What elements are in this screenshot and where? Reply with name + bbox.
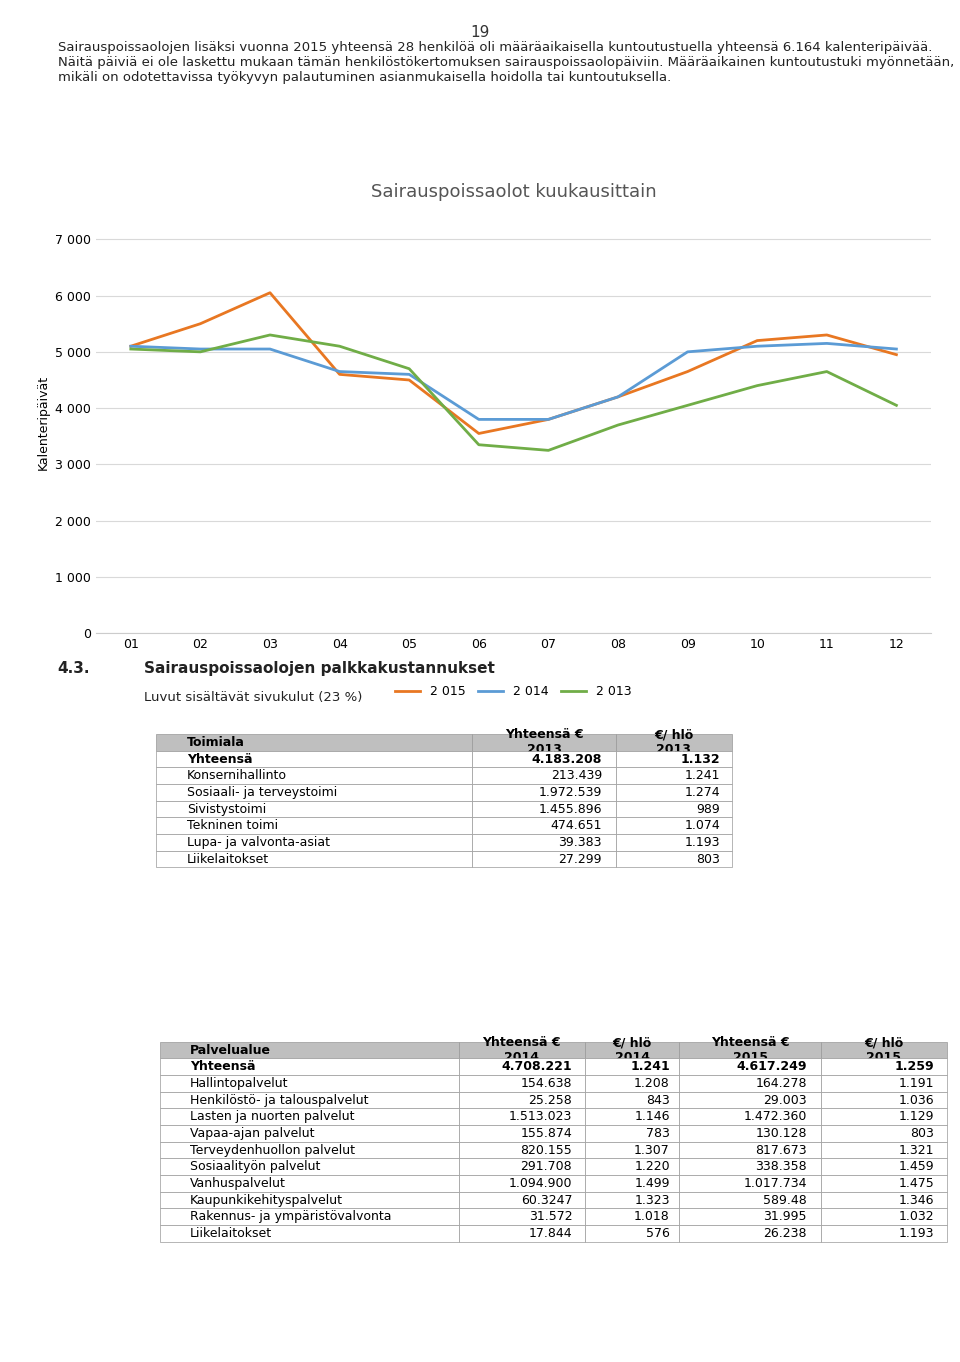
Text: Luvut sisältävät sivukulut (23 %): Luvut sisältävät sivukulut (23 %) <box>144 691 362 704</box>
Text: 4.3.: 4.3. <box>58 661 90 676</box>
Title: Sairauspoissaolot kuukausittain: Sairauspoissaolot kuukausittain <box>371 184 657 202</box>
Text: Sairauspoissaolojen lisäksi vuonna 2015 yhteensä 28 henkilöä oli määräaikaisella: Sairauspoissaolojen lisäksi vuonna 2015 … <box>58 41 954 84</box>
Text: Sairauspoissaolojen palkkakustannukset: Sairauspoissaolojen palkkakustannukset <box>144 661 494 676</box>
Text: 19: 19 <box>470 25 490 39</box>
Legend: 2 015, 2 014, 2 013: 2 015, 2 014, 2 013 <box>390 680 637 703</box>
Y-axis label: Kalenteripäivät: Kalenteripäivät <box>36 375 50 470</box>
